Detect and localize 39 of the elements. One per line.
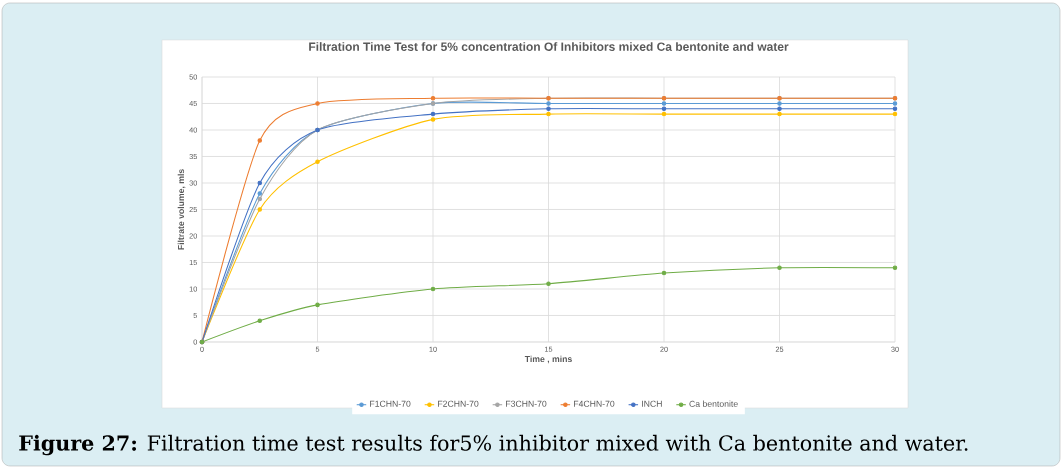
point (892, 101, 898, 106)
point (892, 265, 898, 271)
point (546, 281, 551, 286)
text: Figure 27: Filtration time test results for5% inhibitor mixed with Ca bentonite and water. (19, 434, 968, 456)
legend-label: F2CHN-70 (438, 400, 479, 407)
legend-label: INCH (642, 400, 662, 407)
point (430, 117, 436, 122)
point (777, 265, 782, 271)
point (257, 138, 263, 143)
point (546, 101, 551, 106)
legend-label: F4CHN-70 (574, 400, 615, 407)
point (430, 95, 436, 101)
point (257, 191, 263, 196)
point (661, 106, 667, 112)
chart-title: Filtration Time Test for 5% concentration Of Inhibitors mixed Ca bentonite and water (309, 42, 789, 51)
legend-label: F3CHN-70 (506, 400, 547, 407)
point (546, 111, 551, 117)
point (777, 106, 782, 112)
y-axis-title: Filtrate volume, mls (177, 169, 186, 250)
point (257, 196, 263, 202)
point (661, 101, 667, 106)
point (661, 111, 667, 117)
legend-label: F1CHN-70 (370, 400, 411, 407)
point (892, 106, 898, 112)
point (315, 101, 320, 106)
point (661, 270, 667, 276)
point (777, 101, 782, 106)
point (257, 180, 263, 186)
legend-label: Ca bentonite (689, 400, 738, 407)
point (315, 159, 320, 165)
point (777, 111, 782, 117)
point (315, 302, 320, 308)
point (257, 318, 263, 324)
x-axis-title: Time , mins (524, 355, 572, 364)
point (257, 207, 263, 212)
point (546, 106, 551, 112)
point (892, 111, 898, 117)
point (430, 111, 436, 117)
point (430, 286, 436, 292)
